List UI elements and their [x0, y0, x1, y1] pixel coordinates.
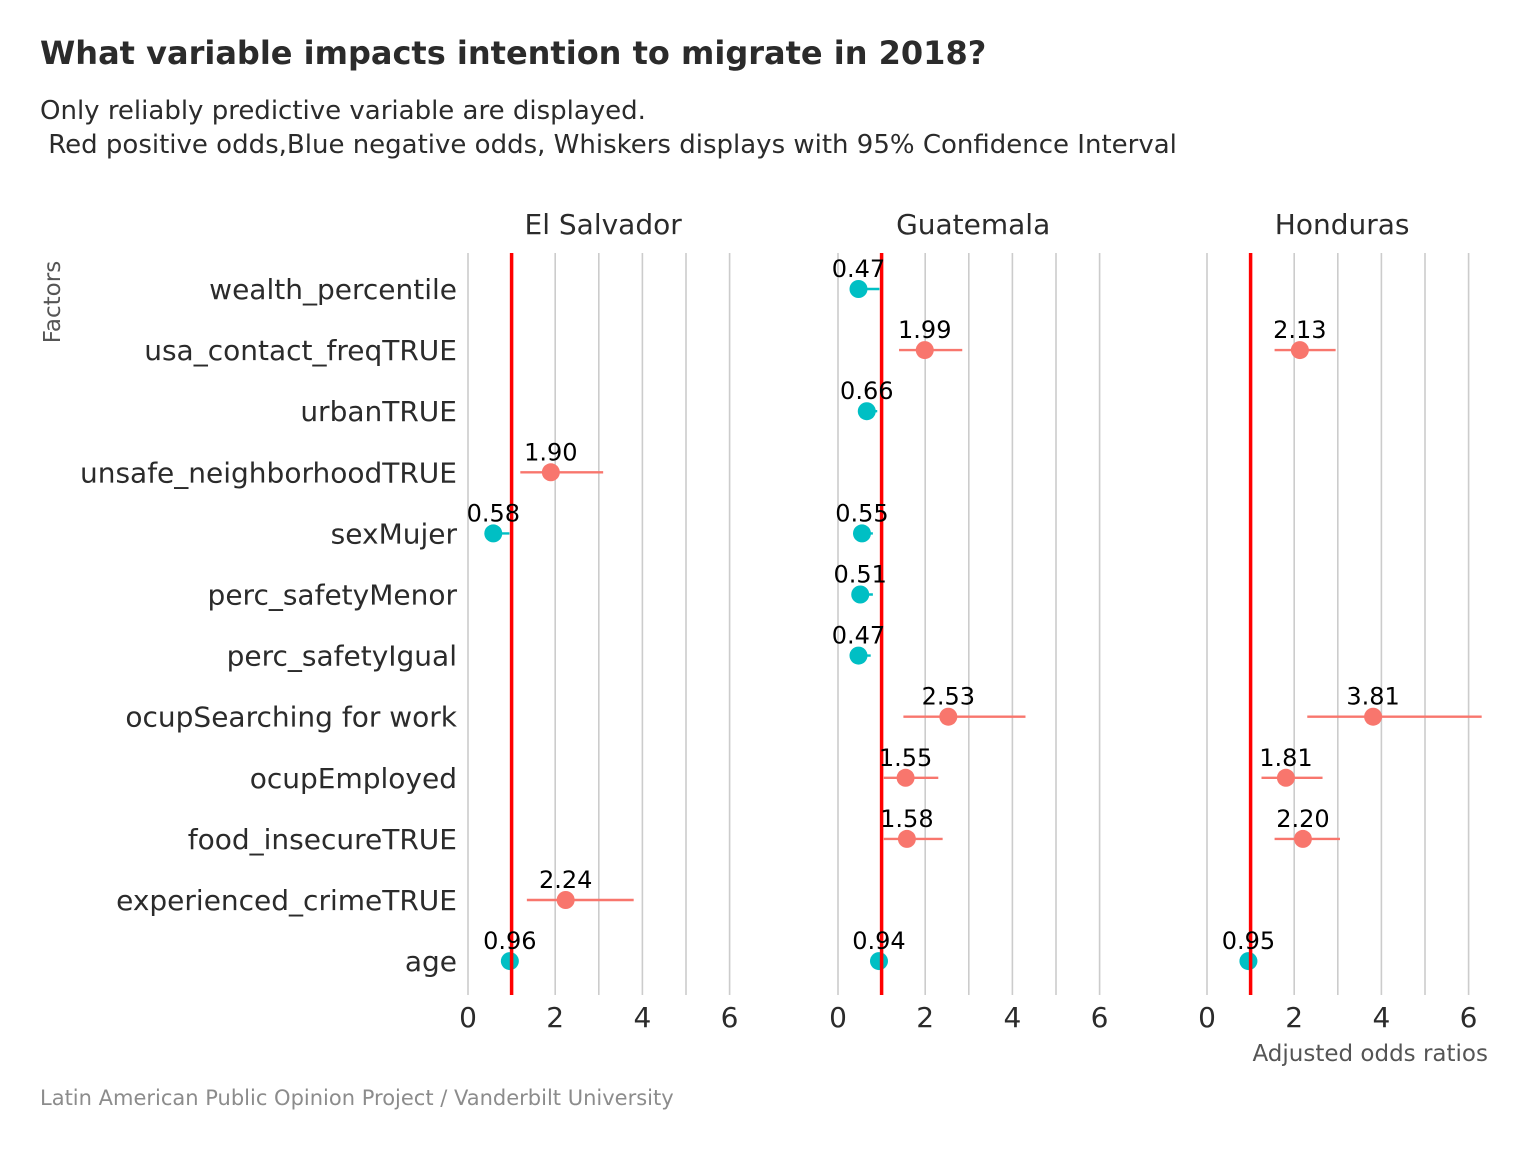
- point-honduras-ocupsearching-for-work: [1364, 707, 1383, 726]
- y-label-ocupemployed: ocupEmployed: [250, 762, 457, 795]
- point-guatemala-age: [869, 952, 888, 971]
- x-tick-guatemala-4: 4: [1003, 1001, 1021, 1034]
- x-tick-guatemala-0: 0: [829, 1001, 847, 1034]
- point-guatemala-perc-safetyigual: [849, 646, 868, 665]
- point-honduras-food-insecuretrue: [1293, 829, 1312, 848]
- chart-subtitle-line-2: Red positive odds,Blue negative odds, Wh…: [40, 130, 1177, 160]
- y-label-sexmujer: sexMujer: [331, 517, 458, 550]
- data-label-guatemala-sexmujer: 0.55: [835, 499, 888, 527]
- data-label-guatemala-usa-contact-freqtrue: 1.99: [898, 316, 951, 344]
- x-axis-title: Adjusted odds ratios: [1252, 1041, 1488, 1067]
- chart-caption: Latin American Public Opinion Project / …: [40, 1086, 674, 1110]
- point-honduras-usa-contact-freqtrue: [1290, 341, 1309, 360]
- data-label-el-salvador-experienced-crimetrue: 2.24: [539, 866, 592, 894]
- y-label-perc-safetyigual: perc_safetyIgual: [227, 640, 457, 673]
- y-label-ocupsearching-for-work: ocupSearching for work: [125, 701, 457, 734]
- point-guatemala-ocupemployed: [896, 768, 915, 787]
- y-axis-title: Factors: [40, 261, 66, 343]
- y-label-experienced-crimetrue: experienced_crimeTRUE: [116, 884, 457, 917]
- x-tick-honduras-4: 4: [1372, 1001, 1390, 1034]
- point-guatemala-perc-safetymenor: [851, 585, 870, 604]
- x-tick-guatemala-2: 2: [916, 1001, 934, 1034]
- data-label-el-salvador-sexmujer: 0.58: [467, 499, 520, 527]
- data-label-guatemala-perc-safetyigual: 0.47: [832, 622, 885, 650]
- x-tick-el-salvador-2: 2: [546, 1001, 564, 1034]
- data-label-honduras-age: 0.95: [1222, 927, 1275, 955]
- y-label-usa-contact-freqtrue: usa_contact_freqTRUE: [144, 334, 457, 367]
- x-tick-honduras-6: 6: [1460, 1001, 1478, 1034]
- x-tick-guatemala-6: 6: [1091, 1001, 1109, 1034]
- data-label-honduras-ocupsearching-for-work: 3.81: [1346, 683, 1399, 711]
- data-label-el-salvador-unsafe-neighborhoodtrue: 1.90: [524, 438, 577, 466]
- chart-title: What variable impacts intention to migra…: [40, 34, 987, 72]
- point-guatemala-sexmujer: [852, 524, 871, 543]
- data-label-guatemala-wealth-percentile: 0.47: [832, 255, 885, 283]
- panel-title-el-salvador: El Salvador: [525, 208, 683, 241]
- data-label-honduras-food-insecuretrue: 2.20: [1276, 805, 1329, 833]
- point-el-salvador-sexmujer: [484, 524, 503, 543]
- data-label-guatemala-food-insecuretrue: 1.58: [880, 805, 933, 833]
- panel-title-honduras: Honduras: [1275, 208, 1410, 241]
- point-guatemala-food-insecuretrue: [897, 829, 916, 848]
- y-label-wealth-percentile: wealth_percentile: [209, 273, 457, 306]
- point-el-salvador-experienced-crimetrue: [556, 891, 575, 909]
- point-guatemala-urbantrue: [857, 402, 876, 421]
- y-label-unsafe-neighborhoodtrue: unsafe_neighborhoodTRUE: [80, 456, 457, 489]
- x-tick-el-salvador-4: 4: [633, 1001, 651, 1034]
- data-label-honduras-ocupemployed: 1.81: [1259, 744, 1312, 772]
- y-label-perc-safetymenor: perc_safetyMenor: [208, 579, 458, 612]
- x-tick-honduras-2: 2: [1285, 1001, 1303, 1034]
- point-guatemala-ocupsearching-for-work: [939, 707, 958, 726]
- data-label-guatemala-age: 0.94: [852, 927, 905, 955]
- x-tick-el-salvador-0: 0: [459, 1001, 477, 1034]
- point-el-salvador-unsafe-neighborhoodtrue: [541, 463, 560, 482]
- point-guatemala-wealth-percentile: [849, 280, 868, 298]
- x-tick-honduras-0: 0: [1198, 1001, 1216, 1034]
- point-honduras-age: [1239, 952, 1258, 971]
- point-honduras-ocupemployed: [1276, 768, 1295, 787]
- x-tick-el-salvador-6: 6: [721, 1001, 739, 1034]
- data-label-guatemala-ocupsearching-for-work: 2.53: [922, 683, 975, 711]
- data-label-guatemala-perc-safetymenor: 0.51: [834, 561, 887, 589]
- data-label-el-salvador-age: 0.96: [483, 927, 536, 955]
- data-label-guatemala-urbantrue: 0.66: [840, 377, 893, 405]
- y-label-food-insecuretrue: food_insecureTRUE: [188, 823, 457, 856]
- point-guatemala-usa-contact-freqtrue: [915, 341, 934, 360]
- chart-subtitle-line-1: Only reliably predictive variable are di…: [40, 96, 646, 126]
- data-label-honduras-usa-contact-freqtrue: 2.13: [1273, 316, 1326, 344]
- y-label-urbantrue: urbanTRUE: [300, 395, 457, 428]
- panel-title-guatemala: Guatemala: [896, 208, 1050, 241]
- data-label-guatemala-ocupemployed: 1.55: [879, 744, 932, 772]
- y-label-age: age: [405, 945, 457, 978]
